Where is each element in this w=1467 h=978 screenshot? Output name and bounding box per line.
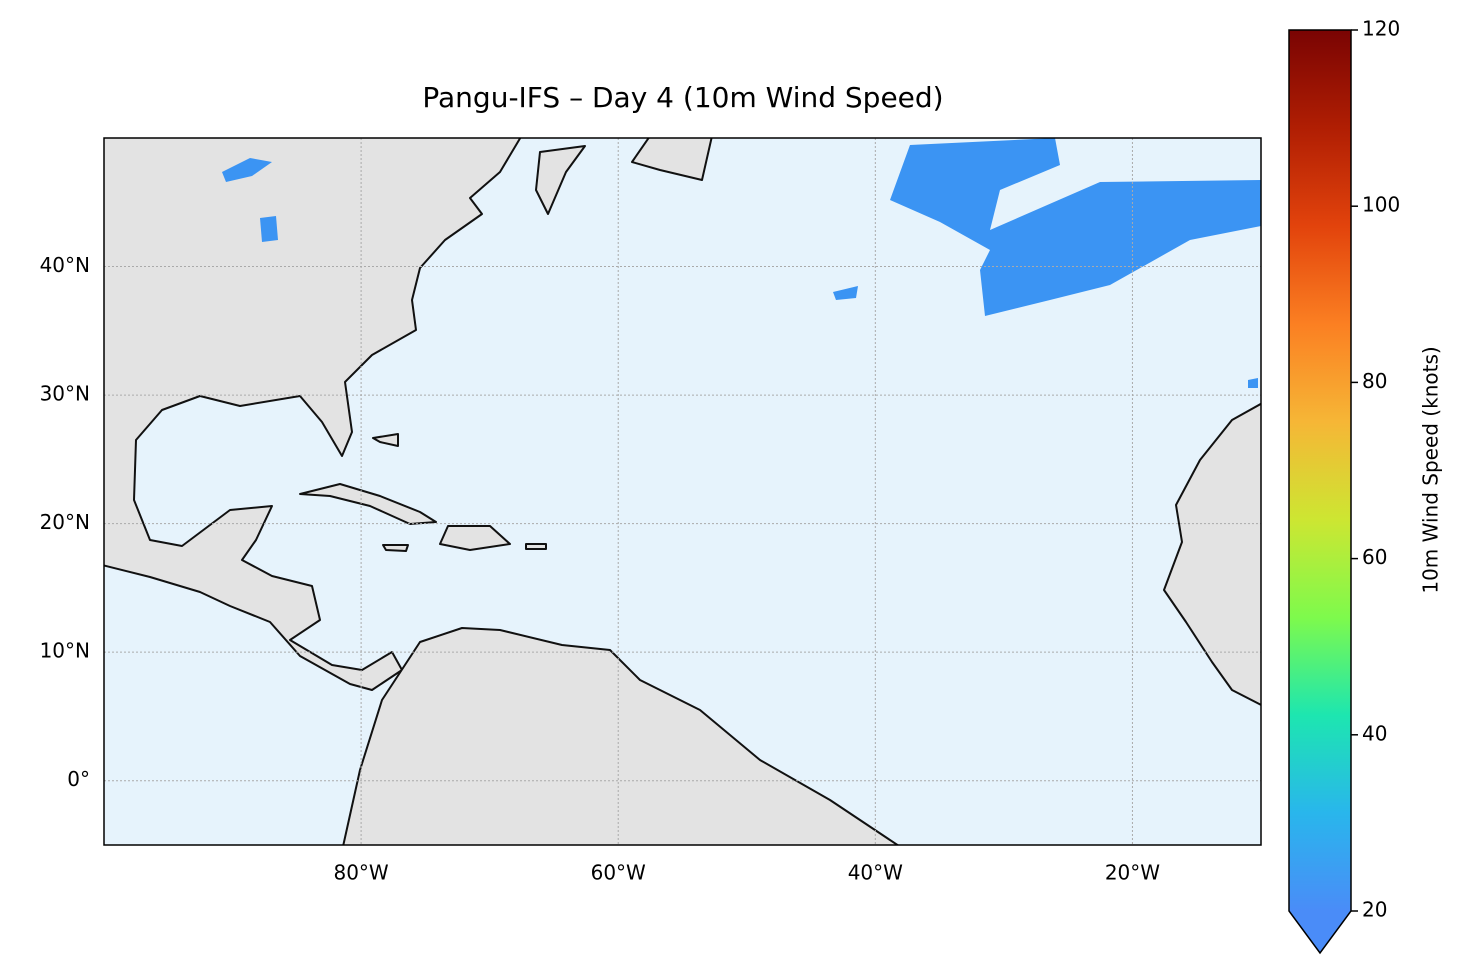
- north-america: [104, 138, 522, 691]
- wind-area: [260, 216, 278, 242]
- jamaica: [382, 544, 409, 552]
- colorbar-extend: [1289, 911, 1351, 953]
- colorbar-tick-label: 20: [1362, 898, 1387, 922]
- south-america: [342, 627, 900, 845]
- colorbar-frame: [1288, 29, 1352, 955]
- greenland: [631, 138, 713, 181]
- wind-area: [833, 286, 858, 300]
- colorbar-tick-label: 60: [1362, 545, 1387, 569]
- bahamas: [372, 433, 399, 447]
- map: [104, 138, 1261, 845]
- grid: [104, 138, 1261, 845]
- y-tick-label: 40°N: [40, 253, 90, 277]
- newfoundland: [535, 145, 586, 215]
- wind-area: [1248, 378, 1258, 388]
- y-tick-label: 10°N: [40, 639, 90, 663]
- colorbar-tick-label: 120: [1362, 17, 1400, 41]
- wind-area: [890, 138, 1261, 316]
- puerto-rico: [525, 543, 547, 550]
- x-tick-label: 40°W: [848, 861, 903, 885]
- colorbar-tick-label: 100: [1362, 193, 1400, 217]
- colorbar-label: 10m Wind Speed (knots): [1419, 346, 1443, 593]
- colorbar-tick-label: 80: [1362, 369, 1387, 393]
- y-tick-label: 30°N: [40, 382, 90, 406]
- colorbar: [1289, 30, 1351, 911]
- cuba: [299, 483, 437, 525]
- x-tick-label: 60°W: [591, 861, 646, 885]
- wind-area: [222, 158, 272, 182]
- y-tick-label: 20°N: [40, 510, 90, 534]
- africa: [1163, 402, 1261, 706]
- colorbar-tick-label: 40: [1362, 721, 1387, 745]
- x-tick-label: 80°W: [333, 861, 388, 885]
- chart-title: Pangu-IFS – Day 4 (10m Wind Speed): [422, 81, 943, 114]
- axes-frame: [103, 137, 1262, 846]
- x-tick-label: 20°W: [1105, 861, 1160, 885]
- y-tick-label: 0°: [67, 767, 90, 791]
- hispaniola: [439, 525, 511, 551]
